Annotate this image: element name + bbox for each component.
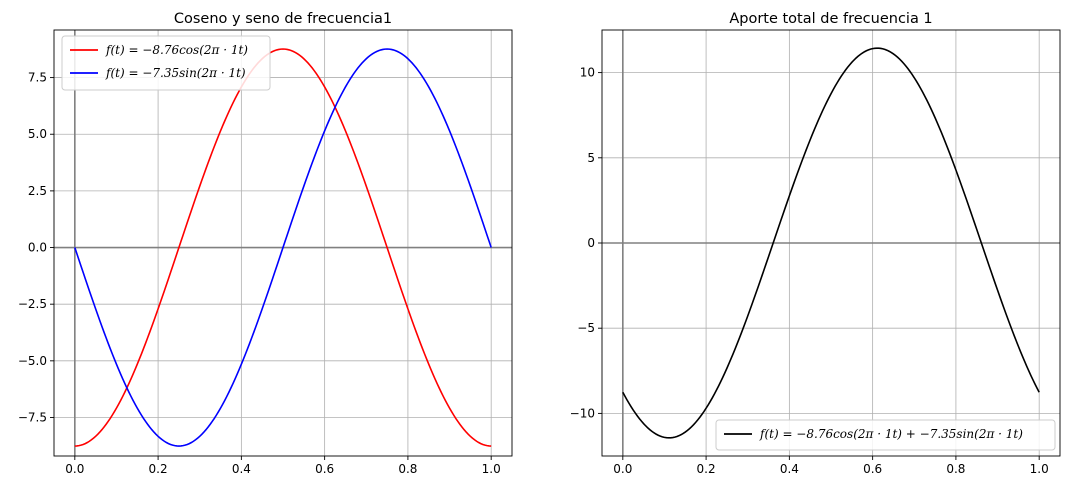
x-tick-label: 0.0 [613, 462, 632, 476]
x-tick-label: 0.6 [315, 462, 334, 476]
series-line-1 [74, 48, 492, 447]
legend: f(t) = −8.76cos(2π · 1t) f(t) = −7.35sin(… [61, 35, 271, 91]
legend-label: f(t) = −8.76cos(2π · 1t) + −7.35sin(2π ·… [759, 427, 1023, 441]
x-tick-label: 1.0 [1030, 462, 1049, 476]
chart-panel-2: 0.0 0.2 0.4 0.6 0.8 1.0 −10 −5 0 5 10 Aporte total … [570, 11, 1061, 476]
y-tick-label: −5.0 [18, 354, 47, 368]
y-tick-label: −5 [577, 321, 595, 335]
y-tick-label: 10 [580, 66, 595, 80]
legend-label: f(t) = −7.35sin(2π · 1t) [105, 66, 246, 80]
y-tick-label: −2.5 [18, 297, 47, 311]
chart-panel-1: 0.0 0.2 0.4 0.6 0.8 1.0 −7.5 −5.0 −2.5 0.0 2.5 5.0 7… [18, 11, 513, 476]
x-tick-label: 0.2 [697, 462, 716, 476]
y-tick-label: 0 [587, 236, 595, 250]
series-line-1 [622, 47, 1040, 439]
y-tick-label: 7.5 [28, 71, 47, 85]
y-tick-label: 5.0 [28, 127, 47, 141]
x-tick-label: 0.8 [946, 462, 965, 476]
chart-title: Aporte total de frecuencia 1 [729, 11, 932, 27]
legend-box [715, 419, 1056, 451]
x-tick-label: 0.4 [780, 462, 799, 476]
y-tick-label: −7.5 [18, 410, 47, 424]
x-tick-label: 1.0 [482, 462, 501, 476]
legend-label: f(t) = −8.76cos(2π · 1t) [105, 43, 248, 57]
x-tick-label: 0.8 [398, 462, 417, 476]
plot-frame [53, 29, 513, 457]
chart-title: Coseno y seno de frecuencia1 [174, 11, 392, 27]
x-tick-label: 0.6 [863, 462, 882, 476]
x-tick-label: 0.0 [65, 462, 84, 476]
x-tick-label: 0.4 [232, 462, 251, 476]
x-tick-label: 0.2 [149, 462, 168, 476]
y-tick-label: 2.5 [28, 184, 47, 198]
series-line-2 [74, 48, 492, 447]
y-tick-label: −10 [570, 406, 595, 420]
legend-box [61, 35, 271, 91]
legend: f(t) = −8.76cos(2π · 1t) + −7.35sin(2π ·… [715, 419, 1056, 451]
y-tick-label: 5 [587, 151, 595, 165]
y-tick-label: 0.0 [28, 241, 47, 255]
